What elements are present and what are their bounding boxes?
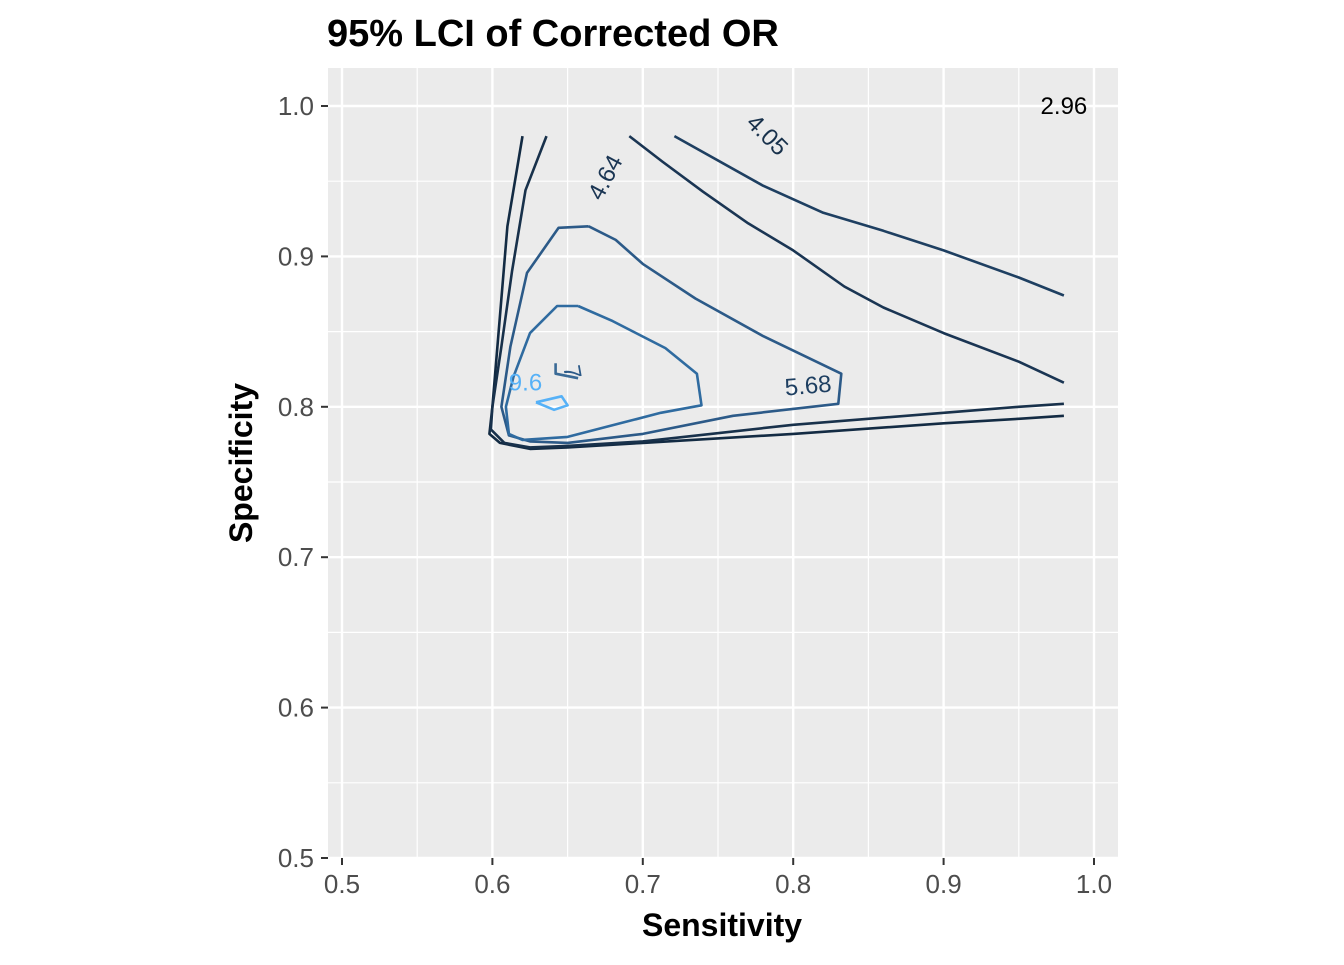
x-tick-label: 0.5 — [324, 869, 360, 899]
contour-line — [554, 363, 579, 380]
y-tick-label: 0.6 — [278, 693, 314, 723]
contour-lines — [488, 134, 1065, 451]
x-tick-label: 1.0 — [1076, 869, 1112, 899]
y-tick-label: 0.7 — [278, 542, 314, 572]
contour-line — [504, 304, 703, 442]
plot-panel — [328, 68, 1118, 858]
x-tick-label: 0.7 — [625, 869, 661, 899]
y-axis: 0.5 0.6 0.7 0.8 0.9 1.0 — [278, 91, 328, 873]
y-tick-label: 0.5 — [278, 843, 314, 873]
contour-label: 5.68 — [784, 371, 833, 402]
x-tick-label: 0.8 — [775, 869, 811, 899]
grid-major — [328, 68, 1118, 860]
contour-label: 2.96 — [1041, 93, 1088, 120]
contour-line — [628, 135, 1065, 384]
x-axis: 0.5 0.6 0.7 0.8 0.9 1.0 — [324, 858, 1112, 899]
y-axis-title: Specificity — [223, 383, 259, 543]
contour-line — [673, 134, 1065, 297]
contour-line — [500, 225, 843, 445]
contour-line — [489, 135, 1064, 449]
chart-title: 95% LCI of Corrected OR — [327, 13, 779, 55]
y-tick-label: 0.9 — [278, 241, 314, 271]
contour-label: 9.6 — [509, 370, 542, 397]
y-tick-label: 1.0 — [278, 91, 314, 121]
grid-minor — [328, 68, 1118, 858]
contour-label: 7 — [557, 363, 586, 381]
x-tick-label: 0.9 — [926, 869, 962, 899]
x-tick-label: 0.6 — [474, 869, 510, 899]
y-tick-label: 0.8 — [278, 392, 314, 422]
contour-line — [488, 135, 1064, 451]
contour-line — [535, 394, 569, 412]
x-axis-title: Sensitivity — [642, 907, 802, 943]
